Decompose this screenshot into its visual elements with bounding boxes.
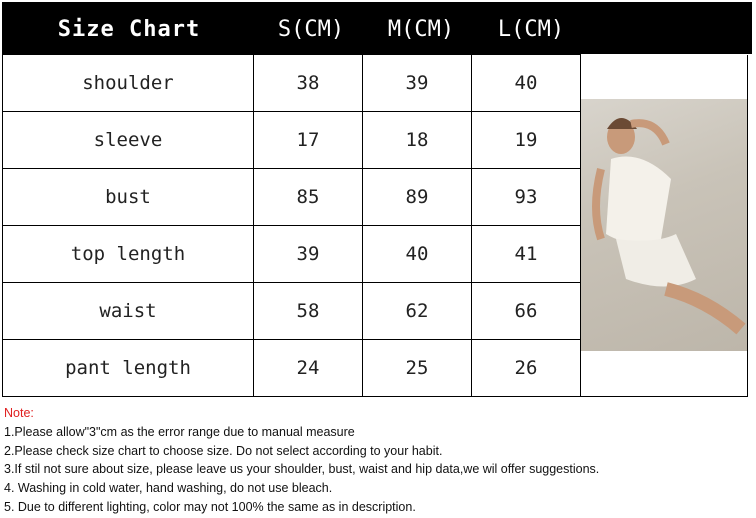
column-header-s: S(CM) (277, 17, 345, 42)
model-illustration (592, 118, 746, 335)
size-chart-header: Size Chart S(CM) M(CM) L(CM) (2, 2, 752, 54)
size-value: 17 (253, 111, 363, 169)
column-header-l: L(CM) (497, 17, 565, 42)
note-item: 1.Please allow"3"cm as the error range d… (4, 424, 355, 439)
measurement-label: sleeve (2, 111, 254, 169)
size-value: 66 (471, 282, 581, 340)
measurement-label: pant length (2, 339, 254, 397)
size-value: 40 (471, 54, 581, 112)
measurement-label: shoulder (2, 54, 254, 112)
measurement-label: top length (2, 225, 254, 283)
size-value: 18 (362, 111, 472, 169)
table-row: bust 85 89 93 (2, 168, 748, 226)
size-value: 39 (253, 225, 363, 283)
size-value: 85 (253, 168, 363, 226)
size-value: 58 (253, 282, 363, 340)
table-row: sleeve 17 18 19 (2, 111, 748, 169)
size-value: 24 (253, 339, 363, 397)
size-value: 93 (471, 168, 581, 226)
note-item: 3.If stil not sure about size, please le… (4, 462, 600, 477)
size-value: 26 (471, 339, 581, 397)
size-value: 62 (362, 282, 472, 340)
table-row: pant length 24 25 26 (2, 339, 748, 397)
size-value: 38 (253, 54, 363, 112)
measurement-label: waist (2, 282, 254, 340)
size-value: 40 (362, 225, 472, 283)
note-item: 4. Washing in cold water, hand washing, … (4, 481, 333, 496)
note-item: 5. Due to different lighting, color may … (4, 499, 416, 514)
notes: Note: 1.Please allow"3"cm as the error r… (4, 404, 599, 517)
size-value: 25 (362, 339, 472, 397)
size-chart-title: Size Chart (57, 17, 201, 42)
note-title: Note: (4, 406, 34, 420)
column-header-m: M(CM) (387, 17, 455, 42)
size-value: 19 (471, 111, 581, 169)
product-photo (581, 99, 747, 352)
note-item: 2.Please check size chart to choose size… (4, 443, 443, 458)
size-value: 89 (362, 168, 472, 226)
table-row: shoulder 38 39 40 (2, 54, 748, 397)
size-value: 39 (362, 54, 472, 112)
measurement-label: bust (2, 168, 254, 226)
photo-cell (580, 54, 748, 397)
size-table: shoulder 38 39 40 sleeve 17 18 19 bust 85 89 93 top… (2, 54, 748, 397)
size-value: 41 (471, 225, 581, 283)
